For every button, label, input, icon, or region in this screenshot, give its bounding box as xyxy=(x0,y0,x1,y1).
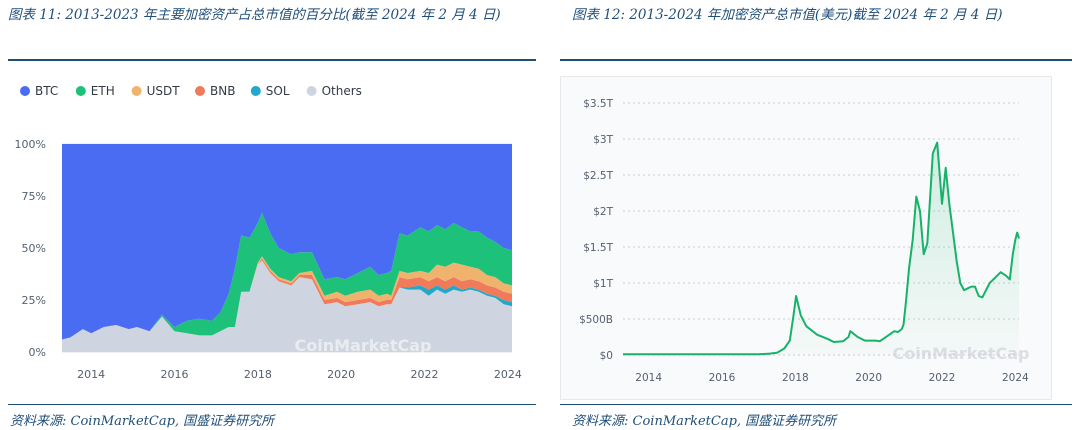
legend-marker-eth xyxy=(75,86,86,96)
y-axis-ticks: 100% 75% 50% 25% 0% xyxy=(15,138,46,359)
x-tick-label: 2022 xyxy=(411,368,439,381)
area-series-btc xyxy=(62,144,512,340)
x-tick-label: 2020 xyxy=(327,368,355,381)
area-series-bnb xyxy=(62,258,512,340)
area-series-others xyxy=(62,260,512,352)
legend-label-sol: SOL xyxy=(266,84,290,98)
watermark-text: CoinMarketCap xyxy=(295,336,432,355)
line-series-total-market-cap xyxy=(623,141,1020,356)
legend-marker-bnb xyxy=(195,86,205,96)
x-tick-label: 2014 xyxy=(77,368,105,381)
area-series-eth xyxy=(62,212,512,340)
y-tick-label: 50% xyxy=(22,242,46,255)
watermark-text: CoinMarketCap xyxy=(893,344,1030,363)
x-tick-label: 2018 xyxy=(782,372,809,384)
y-tick-label: 0% xyxy=(29,346,46,359)
y-tick-label: $0 xyxy=(600,350,613,362)
x-tick-label: 2018 xyxy=(244,368,272,381)
stacked-area-chart: BTC ETH USDT BNB SOL Others 100% 75% 50% 25% 0% 2… xyxy=(15,84,522,381)
legend-marker-usdt xyxy=(131,86,142,96)
y-tick-label: 100% xyxy=(15,138,46,151)
y-tick-label: $500B xyxy=(579,314,613,326)
legend-marker-sol xyxy=(250,86,261,96)
x-tick-label: 2022 xyxy=(929,372,956,384)
legend-marker-btc xyxy=(20,86,30,96)
line-chart: $3.5T $3T $2.5T $2T $1.5T $1T $500B $0 2014 2016… xyxy=(579,98,1030,384)
right-caption-rule xyxy=(560,59,1072,61)
legend-marker-others xyxy=(306,86,317,96)
area-series-usdt xyxy=(62,256,512,340)
chart-legend: BTC ETH USDT BNB SOL Others xyxy=(20,84,362,98)
x-axis-ticks: 2014 2016 2018 2020 2022 2024 xyxy=(635,372,1029,384)
y-tick-label: 75% xyxy=(22,190,46,203)
left-caption-rule xyxy=(8,59,536,61)
right-chart-caption: 图表 12: 2013-2024 年加密资产总市值(美元)截至 2024 年 2… xyxy=(572,7,1003,23)
y-tick-label: $3.5T xyxy=(583,98,613,110)
left-chart-caption: 图表 11: 2013-2023 年主要加密资产占总市值的百分比(截至 2024… xyxy=(8,7,501,23)
left-chart-panel: BTC ETH USDT BNB SOL Others 100% 75% 50% 25% 0% 2… xyxy=(8,66,536,398)
line-area-fill xyxy=(623,142,1019,355)
x-tick-label: 2024 xyxy=(494,368,522,381)
legend-label-btc: BTC xyxy=(35,84,58,98)
line-series-group xyxy=(623,141,1020,356)
legend-label-usdt: USDT xyxy=(147,84,181,98)
x-tick-label: 2016 xyxy=(709,372,736,384)
x-tick-label: 2024 xyxy=(1002,372,1029,384)
y-tick-label: $2.5T xyxy=(583,170,613,182)
legend-label-eth: ETH xyxy=(91,84,115,98)
y-tick-label: $1T xyxy=(593,278,613,290)
left-source-rule xyxy=(8,404,536,405)
x-axis-ticks: 2014 2016 2018 2020 2022 2024 xyxy=(77,368,522,381)
x-tick-label: 2020 xyxy=(855,372,882,384)
right-source-rule xyxy=(560,404,1072,405)
left-source-note: 资料来源: CoinMarketCap, 国盛证券研究所 xyxy=(10,414,275,429)
y-tick-label: $2T xyxy=(593,206,613,218)
legend-label-others: Others xyxy=(322,84,362,98)
right-source-note: 资料来源: CoinMarketCap, 国盛证券研究所 xyxy=(572,414,837,429)
y-tick-label: 25% xyxy=(22,294,46,307)
right-chart-panel: $3.5T $3T $2.5T $2T $1.5T $1T $500B $0 2014 2016… xyxy=(560,76,1052,400)
y-tick-label: $1.5T xyxy=(583,242,613,254)
x-tick-label: 2014 xyxy=(635,372,662,384)
area-series-group xyxy=(62,144,512,352)
legend-label-bnb: BNB xyxy=(210,84,235,98)
y-axis-ticks: $3.5T $3T $2.5T $2T $1.5T $1T $500B $0 xyxy=(579,98,614,362)
x-tick-label: 2016 xyxy=(161,368,189,381)
y-tick-label: $3T xyxy=(593,134,613,146)
